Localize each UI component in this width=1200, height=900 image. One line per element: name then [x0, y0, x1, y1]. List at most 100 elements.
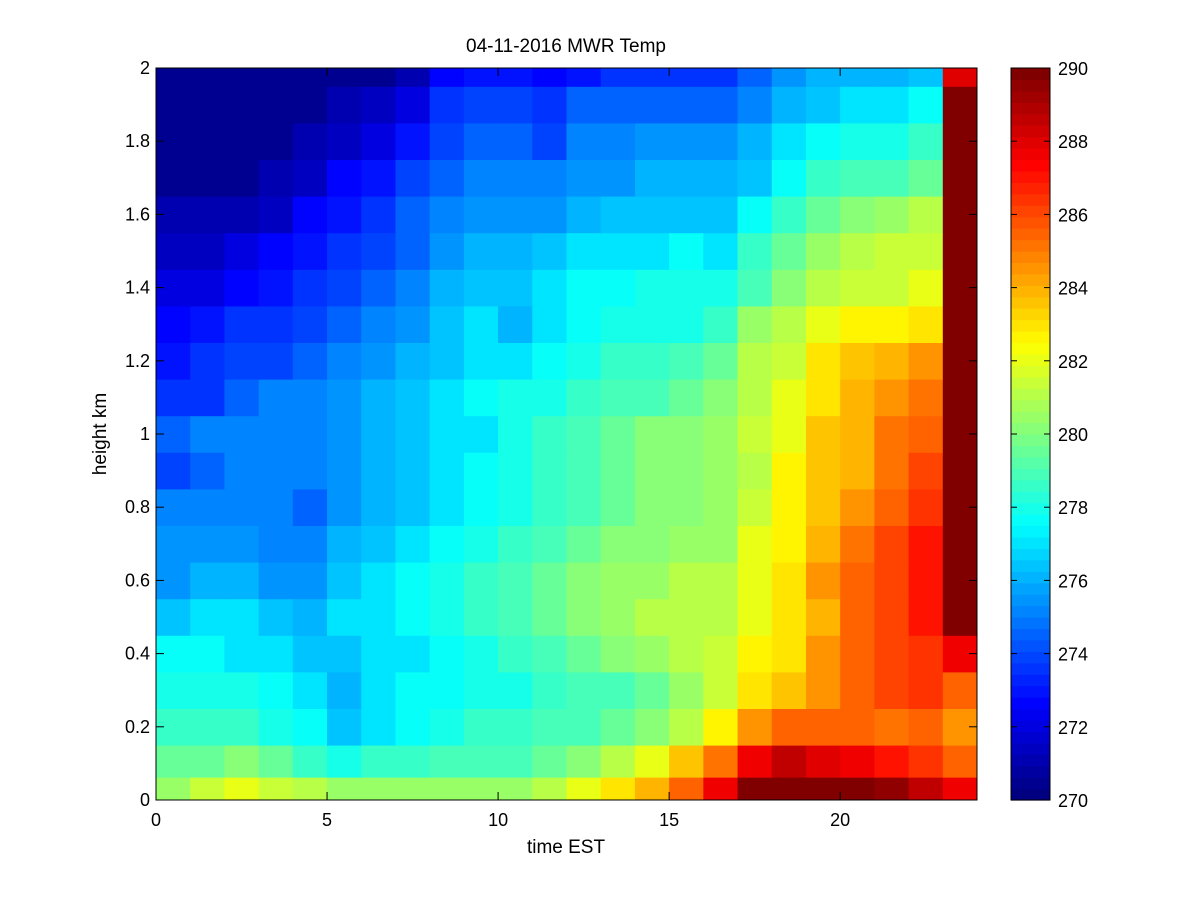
heatmap-cell [771, 159, 807, 197]
heatmap-cell [840, 488, 875, 526]
heatmap-cell [224, 777, 260, 801]
heatmap-cell [566, 196, 602, 234]
heatmap-cell [361, 159, 396, 197]
colorbar-gradient [1011, 68, 1050, 801]
heatmap-cell [600, 671, 636, 709]
heatmap-cell [224, 671, 260, 709]
colorbar-band [1011, 205, 1050, 218]
heatmap-cell [908, 305, 944, 343]
heatmap-cell [429, 671, 465, 709]
heatmap-cell [224, 196, 260, 234]
y-tick-label: 1 [140, 424, 150, 444]
colorbar-band [1011, 628, 1050, 641]
heatmap-cell [498, 232, 533, 270]
heatmap-cell [498, 342, 533, 380]
heatmap-cell [942, 598, 978, 636]
heatmap-cell [600, 488, 636, 526]
heatmap-cell [908, 232, 944, 270]
colorbar-band [1011, 79, 1050, 92]
heatmap-cell [224, 305, 260, 343]
heatmap-cell [258, 488, 294, 526]
colorbar-ticks: 270 272 274 276 278 280 282 284 286 288 290 [1011, 59, 1088, 811]
heatmap-cell [840, 232, 875, 270]
heatmap-cell [669, 488, 704, 526]
y-tick-label: 2 [140, 58, 150, 78]
heatmap-cell [224, 68, 260, 87]
heatmap-cell [395, 269, 431, 307]
heatmap-cell [669, 452, 704, 490]
heatmap-cell [874, 525, 910, 563]
heatmap-cell [463, 598, 499, 636]
heatmap-cell [805, 777, 841, 801]
heatmap-cell [840, 379, 875, 417]
heatmap-cell [840, 671, 875, 709]
heatmap-cell [532, 777, 567, 801]
heatmap-cell [634, 452, 670, 490]
heatmap-cell [429, 562, 465, 600]
heatmap-cell [532, 671, 567, 709]
heatmap-cell [429, 708, 465, 746]
heatmap-cell [292, 562, 328, 600]
heatmap-cell [190, 635, 225, 673]
heatmap-cell [908, 269, 944, 307]
heatmap-cell [737, 232, 773, 270]
heatmap-cell [156, 379, 191, 417]
colorbar-band [1011, 548, 1050, 561]
heatmap-cell [429, 122, 465, 160]
heatmap-cell [600, 379, 636, 417]
heatmap-cell [566, 269, 602, 307]
heatmap-cell [463, 635, 499, 673]
colorbar-band [1011, 125, 1050, 138]
heatmap-cell [463, 122, 499, 160]
heatmap-cell [908, 68, 944, 87]
heatmap-cell [771, 232, 807, 270]
colorbar-band [1011, 228, 1050, 241]
heatmap-cell [361, 488, 396, 526]
heatmap-cell [429, 269, 465, 307]
heatmap-cell [258, 305, 294, 343]
heatmap-cell [840, 196, 875, 234]
heatmap-cell [395, 745, 431, 778]
heatmap-cell [463, 86, 499, 124]
heatmap-cell [634, 122, 670, 160]
heatmap-cell [771, 525, 807, 563]
heatmap-cell [942, 379, 978, 417]
heatmap-cell [805, 122, 841, 160]
heatmap-cell [566, 232, 602, 270]
heatmap-cell [292, 488, 328, 526]
heatmap-cell [840, 598, 875, 636]
heatmap-cell [292, 269, 328, 307]
heatmap-cell [771, 671, 807, 709]
colorbar-band [1011, 639, 1050, 652]
heatmap-cell [463, 488, 499, 526]
heatmap-cell [327, 777, 362, 801]
heatmap-cell [737, 598, 773, 636]
heatmap-cell [840, 86, 875, 124]
heatmap-cells [156, 68, 978, 801]
heatmap-cell [600, 122, 636, 160]
x-tick-label: 10 [488, 810, 508, 830]
heatmap-cell [908, 342, 944, 380]
heatmap-cell [258, 379, 294, 417]
colorbar-band [1011, 68, 1050, 81]
colorbar-band [1011, 685, 1050, 698]
heatmap-cell [258, 68, 294, 87]
heatmap-cell [634, 562, 670, 600]
heatmap-cell [908, 562, 944, 600]
heatmap-cell [429, 745, 465, 778]
heatmap-cell [224, 379, 260, 417]
heatmap-cell [874, 196, 910, 234]
heatmap-cell [258, 196, 294, 234]
colorbar-band [1011, 445, 1050, 458]
heatmap-cell [908, 745, 944, 778]
heatmap-cell [361, 708, 396, 746]
heatmap-cell [429, 305, 465, 343]
heatmap-cell [292, 635, 328, 673]
heatmap-cell [532, 562, 567, 600]
heatmap-cell [840, 68, 875, 87]
heatmap-cell [395, 122, 431, 160]
heatmap-cell [737, 562, 773, 600]
colorbar-band [1011, 113, 1050, 126]
heatmap-cell [566, 415, 602, 453]
